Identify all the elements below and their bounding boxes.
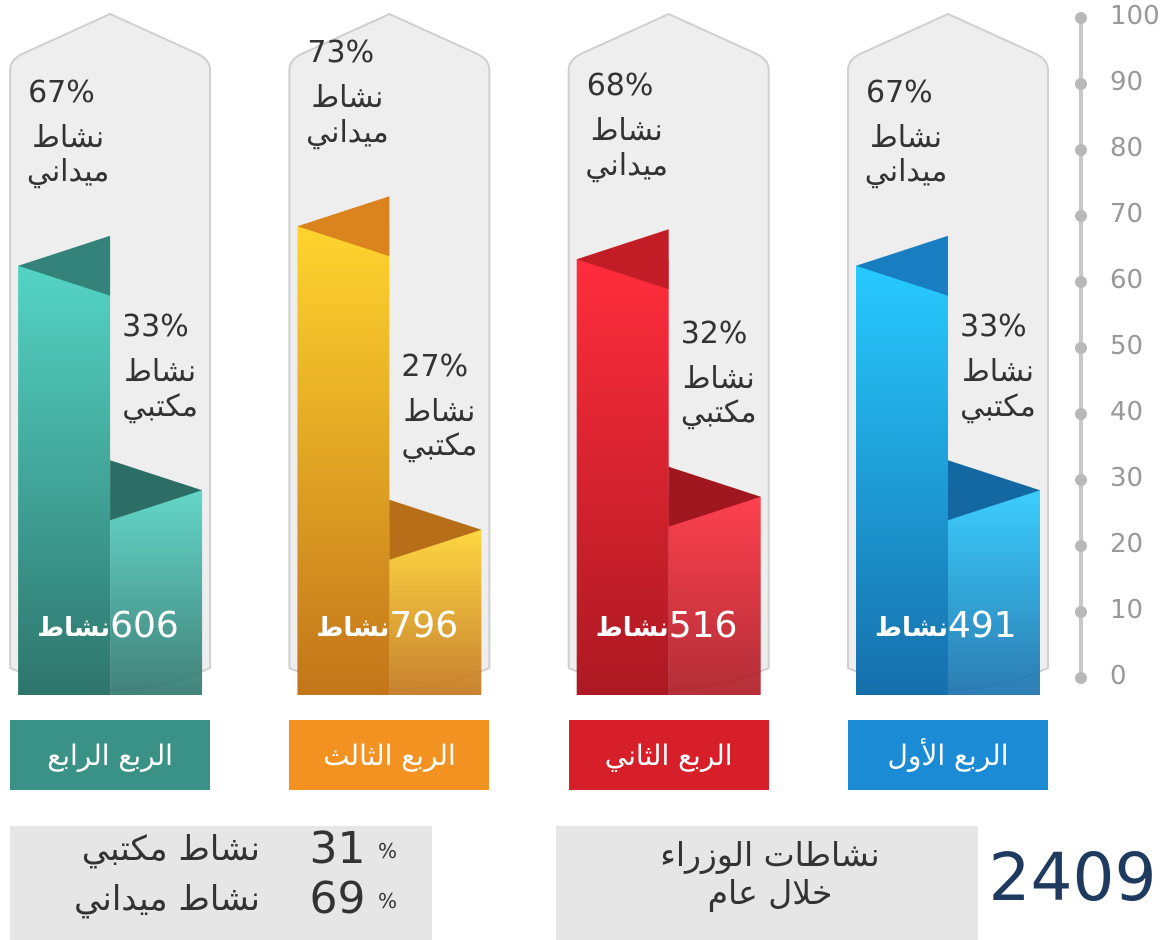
y-tick-label: 100 — [1110, 1, 1160, 31]
summary-left — [10, 826, 432, 940]
quarter-label: الربع الأول — [848, 720, 1048, 790]
y-tick-label: 80 — [1110, 133, 1144, 163]
quarter-label: الربع الثاني — [568, 720, 769, 790]
count: 491 — [948, 605, 1017, 646]
tick-dot — [1075, 606, 1087, 618]
count-unit: نشاط — [875, 613, 948, 643]
field-bar — [18, 265, 111, 695]
tick-dot — [1075, 12, 1087, 24]
y-tick-label: 70 — [1110, 199, 1144, 229]
quarter-label: الربع الرابع — [10, 720, 211, 790]
summary-total: 2409 — [988, 839, 1157, 916]
tick-dot — [1075, 474, 1087, 486]
y-tick-label: 10 — [1110, 595, 1144, 625]
count: 516 — [668, 605, 738, 646]
count-unit: نشاط — [37, 613, 111, 643]
count-unit: نشاط — [316, 613, 390, 643]
summary-caption: نشاطات الوزراء خلال عام — [660, 835, 880, 912]
summary-item-value: 31 — [309, 823, 366, 874]
office-bar — [389, 529, 482, 695]
y-tick-label: 90 — [1110, 67, 1144, 97]
field-flap — [856, 235, 948, 296]
tick-dot — [1075, 78, 1087, 90]
tick-dot — [1075, 540, 1087, 552]
tick-dot — [1075, 408, 1087, 420]
summary-item-label: نشاط ميداني — [74, 879, 260, 919]
office-flap — [389, 499, 482, 560]
y-tick-label: 30 — [1110, 463, 1144, 493]
field-name: نشاط ميداني — [585, 113, 668, 183]
y-tick-label: 40 — [1110, 397, 1144, 427]
count: 606 — [110, 605, 179, 646]
field-name: نشاط ميداني — [26, 119, 110, 190]
office-pct: 33% — [960, 309, 1027, 345]
office-bar — [668, 496, 761, 695]
office-bar — [948, 490, 1040, 695]
field-flap — [576, 229, 669, 290]
office-pct: 33% — [122, 309, 189, 345]
field-pct: 68% — [586, 68, 654, 104]
tick-dot — [1075, 672, 1087, 684]
field-flap — [297, 196, 390, 257]
summary-item-label: نشاط مكتبي — [81, 829, 260, 869]
office-name: نشاط مكتبي — [960, 354, 1036, 424]
count: 796 — [389, 605, 459, 646]
y-tick-label: 50 — [1110, 331, 1144, 361]
field-pct: 73% — [307, 35, 375, 71]
office-flap — [668, 466, 761, 527]
summary-item-value: 69 — [309, 873, 366, 924]
office-name: نشاط مكتبي — [401, 393, 478, 464]
summary-item-unit: % — [378, 839, 398, 863]
field-flap — [18, 235, 111, 296]
summary-right — [556, 826, 978, 940]
field-bar — [576, 259, 669, 695]
office-bar — [110, 490, 203, 695]
y-tick-label: 20 — [1110, 529, 1144, 559]
office-flap — [948, 460, 1040, 521]
field-bar — [856, 265, 948, 695]
office-name: نشاط مكتبي — [680, 360, 757, 431]
office-pct: 32% — [680, 315, 748, 351]
office-pct: 27% — [401, 348, 469, 384]
office-flap — [110, 460, 203, 521]
field-name: نشاط ميداني — [864, 119, 948, 190]
tick-dot — [1075, 210, 1087, 222]
field-pct: 67% — [866, 74, 933, 110]
y-tick-label: 60 — [1110, 265, 1144, 295]
tick-dot — [1075, 144, 1087, 156]
summary-item-unit: % — [378, 889, 398, 913]
tick-dot — [1075, 276, 1087, 288]
count-unit: نشاط — [595, 613, 669, 643]
field-bar — [297, 226, 390, 695]
tick-dot — [1075, 342, 1087, 354]
field-name: نشاط ميداني — [306, 80, 389, 150]
field-pct: 67% — [28, 74, 95, 110]
office-name: نشاط مكتبي — [122, 354, 198, 424]
y-tick-label: 0 — [1110, 661, 1127, 691]
quarter-label: الربع الثالث — [289, 720, 490, 790]
